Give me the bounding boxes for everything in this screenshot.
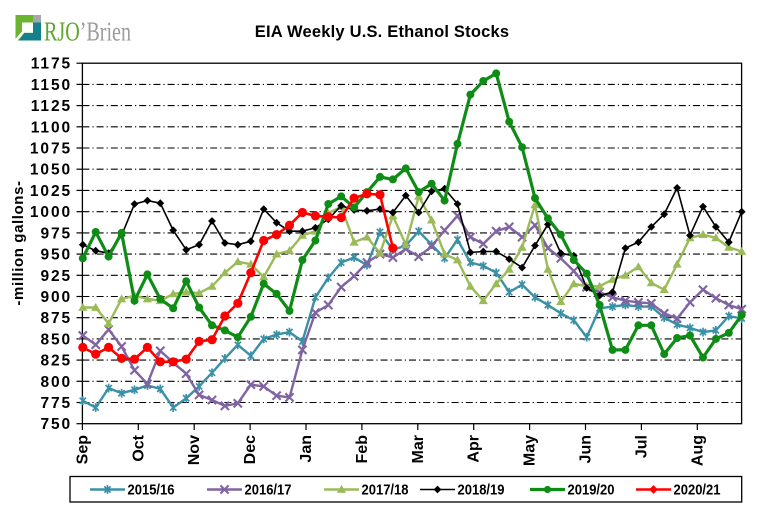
svg-text:Dec: Dec [242, 435, 259, 464]
svg-text:Oct: Oct [130, 434, 147, 461]
svg-text:1175: 1175 [31, 56, 72, 73]
svg-text:825: 825 [40, 353, 72, 370]
svg-text:2019/20: 2019/20 [568, 483, 615, 499]
svg-text:925: 925 [40, 268, 72, 285]
svg-text:Nov: Nov [186, 435, 203, 465]
svg-text:Mar: Mar [410, 435, 427, 463]
svg-text:-million gallons-: -million gallons- [10, 180, 27, 305]
svg-text:Feb: Feb [354, 435, 371, 464]
svg-text:2020/21: 2020/21 [674, 483, 721, 499]
svg-text:950: 950 [40, 247, 72, 264]
svg-text:775: 775 [40, 395, 72, 412]
svg-text:1000: 1000 [30, 204, 72, 221]
svg-text:Jul: Jul [633, 435, 650, 458]
svg-text:750: 750 [40, 416, 72, 433]
svg-text:May: May [522, 435, 539, 466]
svg-text:Jun: Jun [578, 435, 595, 463]
svg-text:Sep: Sep [74, 435, 91, 465]
svg-text:Jan: Jan [298, 435, 315, 463]
svg-text:875: 875 [40, 310, 72, 327]
svg-text:2018/19: 2018/19 [458, 483, 505, 499]
svg-text:2015/16: 2015/16 [128, 483, 175, 499]
svg-text:1100: 1100 [31, 119, 72, 136]
svg-text:Aug: Aug [689, 435, 706, 466]
svg-text:EIA Weekly U.S. Ethanol Stocks: EIA Weekly U.S. Ethanol Stocks [255, 23, 510, 41]
svg-text:1075: 1075 [30, 141, 72, 158]
svg-text:Apr: Apr [466, 435, 483, 463]
svg-text:975: 975 [40, 225, 72, 242]
svg-text:900: 900 [40, 289, 72, 306]
svg-text:1050: 1050 [30, 162, 72, 179]
svg-text:2016/17: 2016/17 [245, 483, 292, 499]
svg-text:850: 850 [40, 331, 72, 348]
svg-text:2017/18: 2017/18 [362, 483, 409, 499]
svg-text:800: 800 [40, 374, 72, 391]
svg-text:1150: 1150 [31, 77, 72, 94]
svg-text:1025: 1025 [30, 183, 72, 200]
svg-text:1125: 1125 [31, 98, 72, 115]
svg-text:RJO’Brien: RJO’Brien [44, 17, 131, 47]
